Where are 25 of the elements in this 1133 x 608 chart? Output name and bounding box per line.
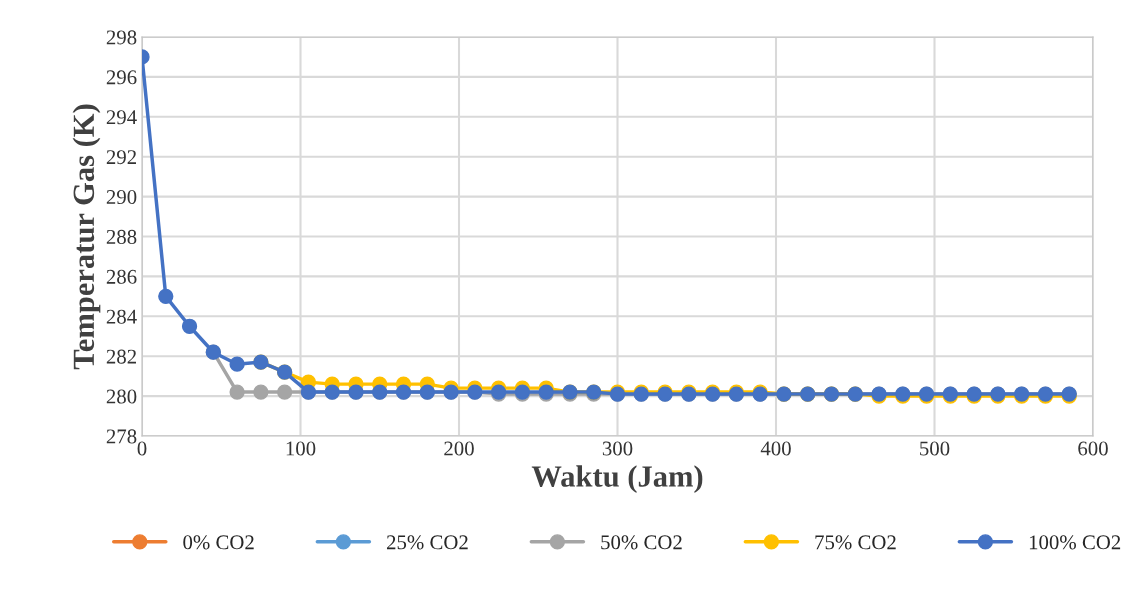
y-tick-label: 288	[106, 229, 137, 244]
x-tick-label: 100	[286, 441, 316, 456]
y-tick-label: 294	[106, 110, 137, 125]
x-tick-label: 200	[444, 441, 474, 456]
x-tick-label: 0	[137, 441, 147, 456]
y-tick-label: 286	[106, 269, 137, 284]
y-tick-label: 280	[106, 389, 137, 404]
y-tick-label: 298	[106, 30, 137, 45]
y-tick-label: 292	[106, 150, 136, 165]
y-tick-label: 284	[106, 309, 137, 324]
y-tick-label: 282	[106, 349, 136, 364]
legend-label: 75% CO2	[815, 535, 896, 550]
y-tick-label: 290	[106, 189, 137, 205]
legend-label: 25% CO2	[386, 535, 468, 550]
legend-label: 50% CO2	[601, 535, 682, 550]
x-axis-title: Waktu (Jam)	[531, 465, 703, 494]
legend-label: 0% CO2	[183, 535, 254, 550]
x-tick-label: 300	[602, 441, 633, 456]
legend-label: 100% CO2	[1029, 535, 1121, 550]
y-axis-title: Temperatur Gas (K)	[72, 104, 101, 370]
y-tick-label: 296	[106, 70, 137, 85]
y-tick-label: 278	[106, 429, 137, 444]
x-tick-label: 600	[1078, 441, 1108, 456]
x-tick-label: 500	[920, 441, 950, 456]
x-tick-label: 400	[760, 441, 791, 456]
